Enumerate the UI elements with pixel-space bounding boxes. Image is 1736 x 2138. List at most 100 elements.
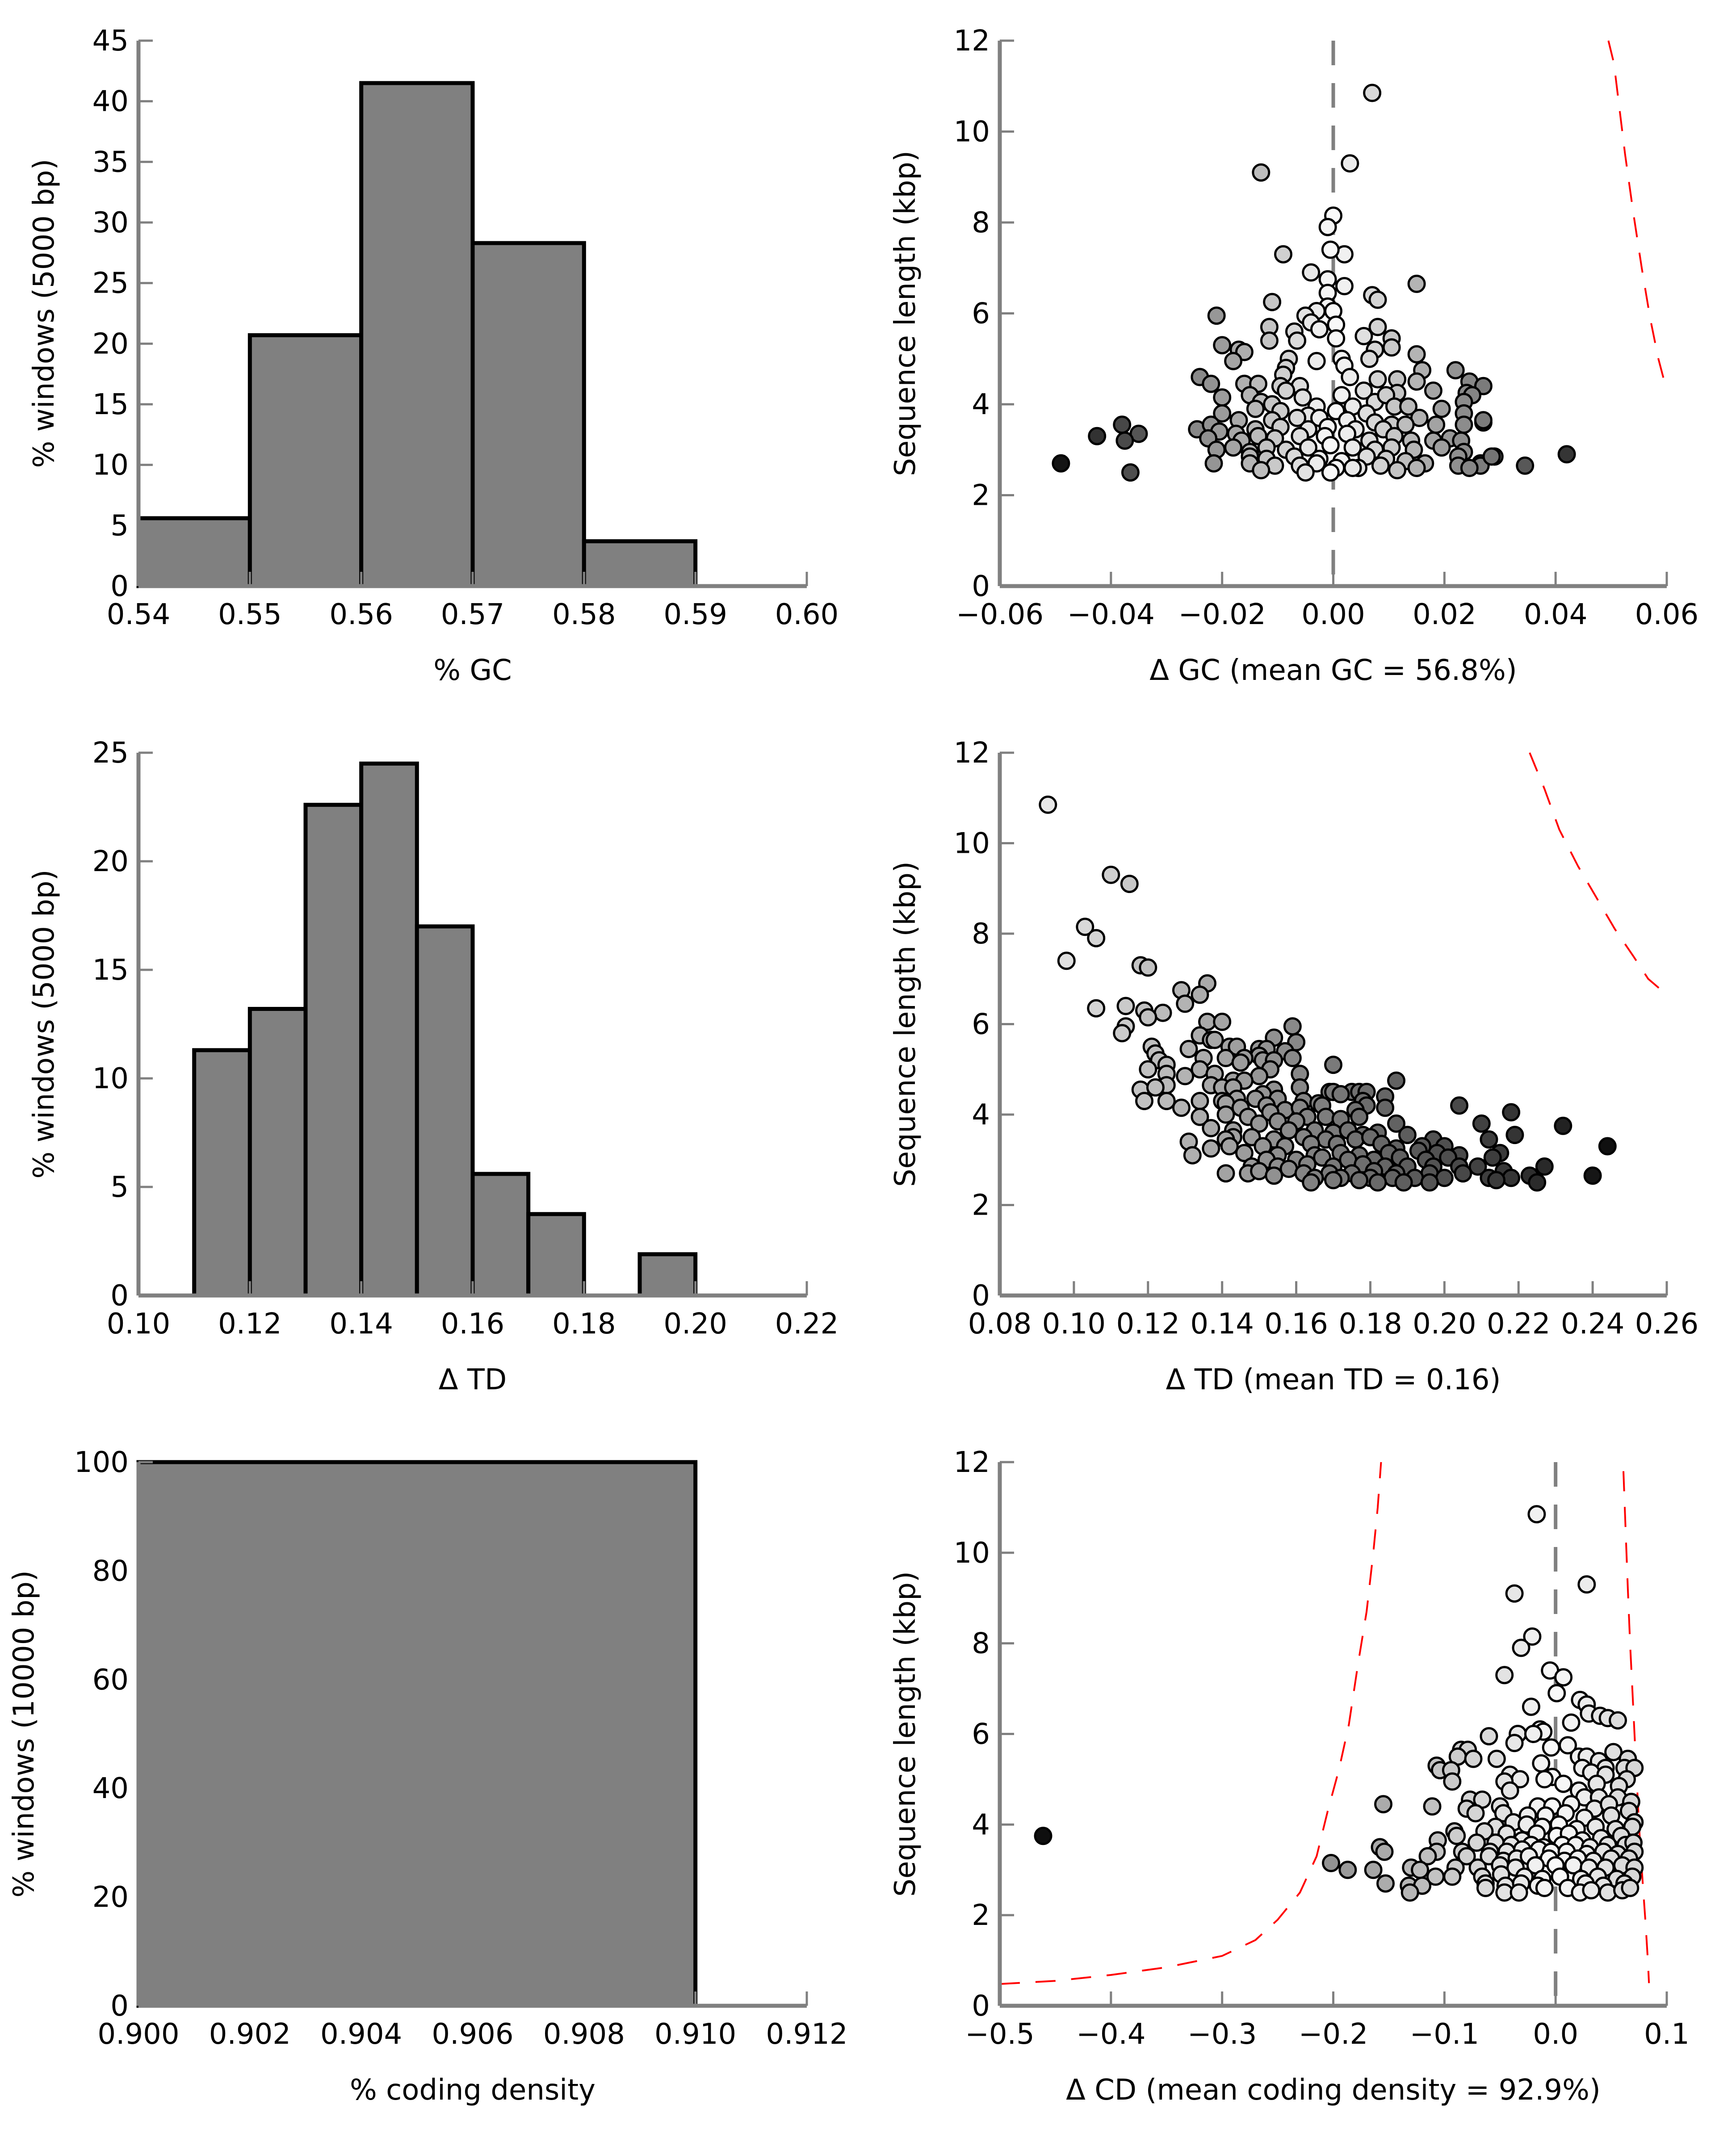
td-scatter-point <box>1250 1114 1269 1133</box>
gc-histogram-xlabel: % GC <box>433 654 512 687</box>
cd-scatter-y-tick-label: 4 <box>972 1808 990 1841</box>
gc-scatter-point <box>1407 345 1426 364</box>
cd-scatter-point <box>1523 1627 1542 1646</box>
td-scatter-point <box>1176 1067 1195 1086</box>
cd-histogram-x-tick-label: 0.908 <box>543 2018 625 2051</box>
cd-scatter-point <box>1512 1639 1531 1657</box>
cd-scatter-point <box>1466 1804 1485 1823</box>
td-scatter-point <box>1368 1173 1387 1192</box>
gc-histogram-y-tick-label: 0 <box>110 570 129 603</box>
gc-scatter-point <box>1296 463 1315 482</box>
td-scatter-panel: 0.08 0.10 0.12 0.14 0.16 0.18 0.20 0.22 0.24 0.26… <box>889 737 1698 1396</box>
td-scatter-point <box>1087 929 1106 947</box>
cd-scatter-point <box>1322 1854 1340 1872</box>
gc-scatter-point <box>1246 399 1265 418</box>
cd-scatter-point <box>1443 1867 1462 1886</box>
gc-scatter-point <box>1318 218 1337 236</box>
gc-scatter-point <box>1446 361 1465 380</box>
gc-scatter-point <box>1263 293 1282 311</box>
td-scatter-point <box>1087 999 1106 1018</box>
gc-scatter-point <box>1341 368 1359 386</box>
cd-scatter-ylabel: Sequence length (kbp) <box>889 1571 922 1897</box>
td-histogram-y-tick-label: 5 <box>110 1171 129 1204</box>
td-scatter-point <box>1102 865 1120 884</box>
td-scatter-point <box>1216 1048 1235 1067</box>
td-histogram-marks <box>192 761 698 1298</box>
cd-scatter-point <box>1487 1749 1506 1768</box>
td-scatter-point <box>1502 1169 1521 1187</box>
gc-scatter-point <box>1288 331 1307 350</box>
gc-scatter-point <box>1052 454 1070 473</box>
td-scatter-point <box>1176 994 1195 1013</box>
td-scatter-x-tick-label: 0.26 <box>1635 1308 1699 1341</box>
td-scatter-point <box>1191 1107 1209 1126</box>
td-scatter-x-tick-label: 0.14 <box>1190 1308 1254 1341</box>
td-histogram-bar <box>247 1006 308 1298</box>
td-histogram-bar <box>303 803 364 1298</box>
cd-scatter-point <box>1443 1772 1462 1791</box>
cd-scatter-y-tick-label: 8 <box>972 1627 990 1660</box>
td-scatter-point <box>1598 1137 1617 1156</box>
gc-scatter-point <box>1302 263 1321 282</box>
td-scatter-point <box>1139 958 1157 977</box>
td-scatter-point <box>1472 1114 1491 1133</box>
cd-scatter-point <box>1411 1861 1430 1879</box>
td-scatter-point <box>1231 1053 1250 1072</box>
gc-scatter-point <box>1213 336 1232 355</box>
td-histogram-bar <box>470 1172 531 1298</box>
cd-scatter-marks <box>999 1462 1650 2006</box>
cd-scatter-x-tick-label: 0.1 <box>1644 2018 1690 2051</box>
td-scatter-ylabel: Sequence length (kbp) <box>889 861 922 1187</box>
gc-scatter-x-tick-label: −0.04 <box>1067 598 1155 631</box>
gc-scatter-marks <box>1052 40 1668 586</box>
cd-scatter-point <box>1554 1668 1573 1687</box>
gc-histogram-bar <box>247 333 364 588</box>
gc-scatter-point <box>1321 436 1340 455</box>
gc-scatter-point <box>1113 415 1132 434</box>
td-scatter-point <box>1157 1092 1176 1111</box>
cd-scatter-point <box>1535 1878 1554 1897</box>
gc-scatter-y-tick-label: 10 <box>954 116 990 149</box>
gc-scatter-point <box>1343 459 1362 477</box>
gc-scatter-point <box>1382 338 1401 357</box>
td-histogram-y-tick-label: 25 <box>92 737 129 770</box>
gc-histogram-y-tick-label: 35 <box>92 146 129 179</box>
td-scatter-point <box>1146 1078 1165 1097</box>
gc-scatter-point <box>1252 461 1271 479</box>
gc-scatter-point <box>1388 461 1407 479</box>
td-scatter-point <box>1172 1098 1191 1117</box>
gc-scatter-point <box>1307 352 1326 370</box>
gc-scatter-point <box>1213 404 1232 423</box>
td-scatter-x-tick-label: 0.18 <box>1338 1308 1402 1341</box>
td-scatter-marks <box>1039 752 1668 1192</box>
td-scatter-point <box>1283 1048 1302 1067</box>
gc-scatter-point <box>1310 320 1329 339</box>
gc-scatter-point <box>1482 447 1501 466</box>
td-scatter-bound-curve <box>1529 752 1668 996</box>
td-scatter-point <box>1250 1067 1269 1086</box>
td-histogram-xlabel: Δ TD <box>439 1363 507 1396</box>
cd-scatter-point <box>1554 1774 1573 1793</box>
gc-histogram-x-tick-label: 0.57 <box>441 598 505 631</box>
cd-histogram-x-tick-label: 0.912 <box>766 2018 847 2051</box>
gc-scatter-ylabel: Sequence length (kbp) <box>889 151 922 476</box>
td-scatter-point <box>1502 1103 1521 1122</box>
td-scatter-point <box>1376 1098 1395 1117</box>
cd-scatter-y-tick-label: 10 <box>954 1537 990 1570</box>
cd-scatter-point <box>1468 1833 1486 1852</box>
gc-scatter-x-tick-label: 0.02 <box>1413 598 1476 631</box>
td-scatter-point <box>1139 1060 1157 1079</box>
td-histogram-x-tick-label: 0.14 <box>329 1308 393 1341</box>
td-histogram-x-tick-label: 0.10 <box>107 1308 171 1341</box>
gc-histogram-x-tick-label: 0.58 <box>552 598 616 631</box>
td-scatter-point <box>1435 1169 1454 1187</box>
cd-scatter-point <box>1457 1847 1476 1866</box>
td-scatter-point <box>1483 1148 1502 1167</box>
td-scatter-point <box>1324 1056 1342 1074</box>
td-scatter-point <box>1324 1171 1342 1190</box>
td-histogram-ylabel: % windows (5000 bp) <box>28 869 61 1178</box>
gc-scatter-point <box>1335 277 1354 295</box>
td-scatter-x-tick-label: 0.22 <box>1487 1308 1551 1341</box>
td-scatter-point <box>1139 1008 1157 1027</box>
cd-scatter-point <box>1582 1881 1601 1899</box>
